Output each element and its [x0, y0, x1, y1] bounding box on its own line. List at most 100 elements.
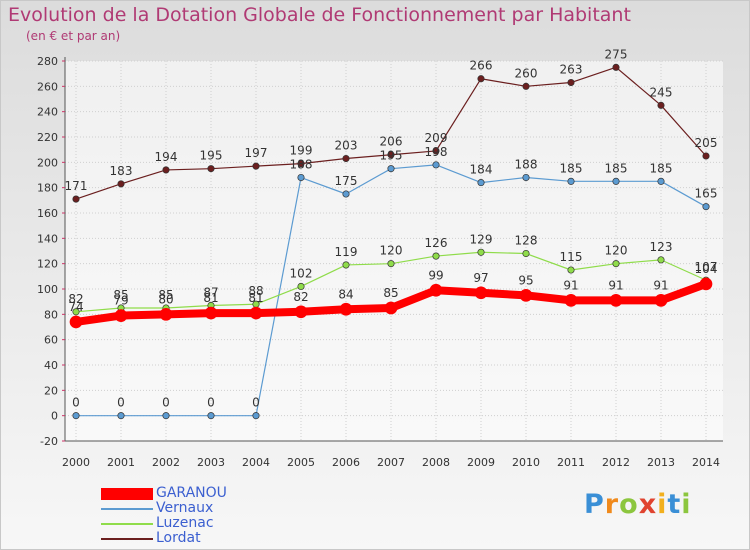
data-label-garanou: 80 [158, 292, 173, 306]
x-tick-label: 2002 [152, 456, 180, 469]
data-label-lordat: 209 [425, 131, 448, 145]
data-label-garanou: 85 [383, 286, 398, 300]
y-tick-label: 280 [37, 55, 58, 68]
data-point-luzenac [657, 256, 665, 264]
data-label-lordat: 171 [65, 179, 88, 193]
x-tick-label: 2003 [197, 456, 225, 469]
chart-title: Evolution de la Dotation Globale de Fonc… [8, 4, 631, 26]
proxiti-logo: Proxiti [584, 489, 692, 520]
data-label-garanou: 91 [608, 278, 623, 292]
data-label-vernaux: 0 [72, 396, 80, 410]
y-tick-label: 260 [37, 80, 58, 93]
data-point-lordat [297, 160, 305, 168]
data-label-luzenac: 82 [68, 292, 83, 306]
data-point-vernaux [162, 412, 170, 420]
data-label-lordat: 197 [245, 146, 268, 160]
data-point-lordat [207, 165, 215, 173]
data-point-vernaux [252, 412, 260, 420]
data-label-luzenac: 88 [248, 284, 263, 298]
data-label-garanou: 91 [563, 278, 578, 292]
data-point-garanou [429, 283, 443, 297]
legend-label-vernaux: Vernaux [156, 500, 214, 516]
x-tick-label: 2014 [692, 456, 720, 469]
data-point-lordat [117, 180, 125, 188]
data-label-luzenac: 120 [605, 244, 628, 258]
data-label-luzenac: 128 [515, 234, 538, 248]
data-point-vernaux [387, 165, 395, 173]
data-label-lordat: 199 [290, 144, 313, 158]
data-label-luzenac: 129 [470, 232, 493, 246]
chart-subtitle: (en € et par an) [26, 29, 121, 43]
data-label-vernaux: 0 [117, 396, 125, 410]
data-label-lordat: 203 [335, 139, 358, 153]
data-label-vernaux: 0 [207, 396, 215, 410]
legend-swatch-garanou [101, 488, 153, 500]
data-label-vernaux: 188 [515, 158, 538, 172]
data-point-luzenac [342, 261, 350, 269]
data-point-vernaux [207, 412, 215, 420]
legend-swatch-vernaux [101, 508, 153, 510]
data-point-vernaux [72, 412, 80, 420]
data-point-lordat [567, 78, 575, 87]
data-point-vernaux [117, 412, 125, 420]
y-tick-label: 100 [37, 283, 58, 296]
x-tick-label: 2011 [557, 456, 585, 469]
data-label-luzenac: 85 [158, 288, 173, 302]
data-point-garanou [654, 294, 668, 307]
data-label-lordat: 245 [650, 85, 673, 99]
data-point-luzenac [612, 260, 620, 268]
y-tick-label: 120 [37, 258, 58, 271]
x-tick-label: 2007 [377, 456, 405, 469]
data-point-luzenac [432, 252, 440, 260]
data-point-garanou [204, 306, 218, 320]
data-point-garanou [699, 277, 713, 291]
data-point-garanou [609, 294, 623, 307]
data-point-vernaux [567, 177, 575, 185]
data-label-luzenac: 126 [425, 236, 448, 250]
legend-item-lordat: Lordat [101, 531, 321, 547]
data-point-lordat [387, 151, 395, 159]
data-label-luzenac: 85 [113, 288, 128, 302]
data-point-lordat [657, 101, 665, 109]
data-label-luzenac: 115 [560, 250, 583, 264]
data-label-luzenac: 123 [650, 240, 673, 254]
x-tick-label: 2010 [512, 456, 540, 469]
data-label-garanou: 74 [68, 300, 83, 314]
data-point-lordat [612, 63, 620, 71]
y-tick-label: 240 [37, 106, 58, 119]
data-point-vernaux [702, 203, 710, 211]
data-label-lordat: 195 [200, 149, 223, 163]
data-point-garanou [294, 305, 308, 319]
data-label-vernaux: 185 [560, 161, 583, 175]
data-label-vernaux: 0 [252, 396, 260, 410]
data-point-garanou [339, 302, 353, 316]
data-point-lordat [702, 152, 710, 160]
data-point-vernaux [477, 179, 485, 187]
data-label-lordat: 194 [155, 150, 178, 164]
data-label-garanou: 99 [428, 268, 443, 282]
data-point-luzenac [72, 308, 80, 316]
data-label-luzenac: 102 [290, 266, 313, 280]
data-label-luzenac: 120 [380, 244, 403, 258]
data-point-luzenac [477, 248, 485, 256]
data-point-vernaux [342, 190, 350, 198]
y-tick-label: 20 [44, 384, 58, 397]
x-tick-label: 2006 [332, 456, 360, 469]
data-label-vernaux: 188 [290, 158, 313, 172]
data-point-lordat [342, 154, 350, 163]
data-label-lordat: 263 [560, 63, 583, 77]
legend-item-vernaux: Vernaux [101, 501, 321, 517]
data-label-vernaux: 185 [605, 161, 628, 175]
y-tick-label: 160 [37, 207, 58, 220]
data-label-garanou: 79 [113, 294, 128, 308]
data-label-garanou: 95 [518, 273, 533, 287]
data-label-vernaux: 175 [335, 174, 358, 188]
data-label-vernaux: 195 [380, 149, 403, 163]
data-label-garanou: 91 [653, 278, 668, 292]
y-tick-label: 220 [37, 131, 58, 144]
y-tick-label: 200 [37, 156, 58, 169]
data-label-lordat: 275 [605, 47, 628, 61]
data-point-lordat [72, 195, 80, 203]
data-point-garanou [114, 309, 128, 322]
